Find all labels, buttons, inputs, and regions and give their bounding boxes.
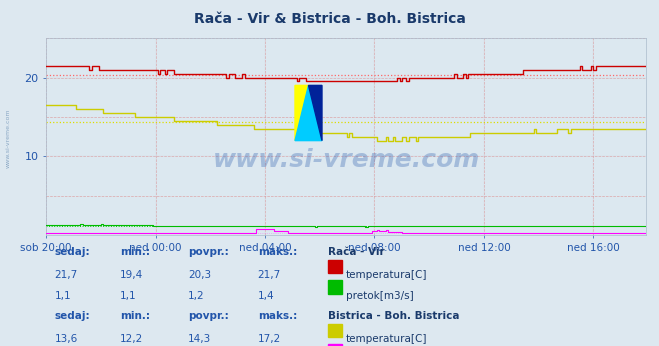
- Text: maks.:: maks.:: [258, 311, 297, 321]
- Text: 21,7: 21,7: [55, 270, 78, 280]
- Text: 1,2: 1,2: [188, 291, 204, 301]
- Text: povpr.:: povpr.:: [188, 247, 229, 257]
- Polygon shape: [295, 85, 322, 140]
- Polygon shape: [295, 85, 308, 140]
- Text: 21,7: 21,7: [258, 270, 281, 280]
- Text: temperatura[C]: temperatura[C]: [346, 334, 428, 344]
- Text: 1,1: 1,1: [55, 291, 71, 301]
- Text: Rača - Vir: Rača - Vir: [328, 247, 384, 257]
- Text: maks.:: maks.:: [258, 247, 297, 257]
- Text: Rača - Vir & Bistrica - Boh. Bistrica: Rača - Vir & Bistrica - Boh. Bistrica: [194, 12, 465, 26]
- Polygon shape: [308, 85, 322, 140]
- Text: sedaj:: sedaj:: [55, 311, 90, 321]
- Text: 17,2: 17,2: [258, 334, 281, 344]
- Text: sedaj:: sedaj:: [55, 247, 90, 257]
- Text: pretok[m3/s]: pretok[m3/s]: [346, 291, 414, 301]
- Text: 1,1: 1,1: [120, 291, 136, 301]
- Text: 13,6: 13,6: [55, 334, 78, 344]
- Text: povpr.:: povpr.:: [188, 311, 229, 321]
- Text: min.:: min.:: [120, 247, 150, 257]
- Text: min.:: min.:: [120, 311, 150, 321]
- Text: 19,4: 19,4: [120, 270, 143, 280]
- Text: 12,2: 12,2: [120, 334, 143, 344]
- Text: 14,3: 14,3: [188, 334, 211, 344]
- Text: 1,4: 1,4: [258, 291, 274, 301]
- Text: 20,3: 20,3: [188, 270, 211, 280]
- Text: Bistrica - Boh. Bistrica: Bistrica - Boh. Bistrica: [328, 311, 459, 321]
- Text: temperatura[C]: temperatura[C]: [346, 270, 428, 280]
- Text: www.si-vreme.com: www.si-vreme.com: [212, 148, 480, 172]
- Text: www.si-vreme.com: www.si-vreme.com: [6, 109, 11, 168]
